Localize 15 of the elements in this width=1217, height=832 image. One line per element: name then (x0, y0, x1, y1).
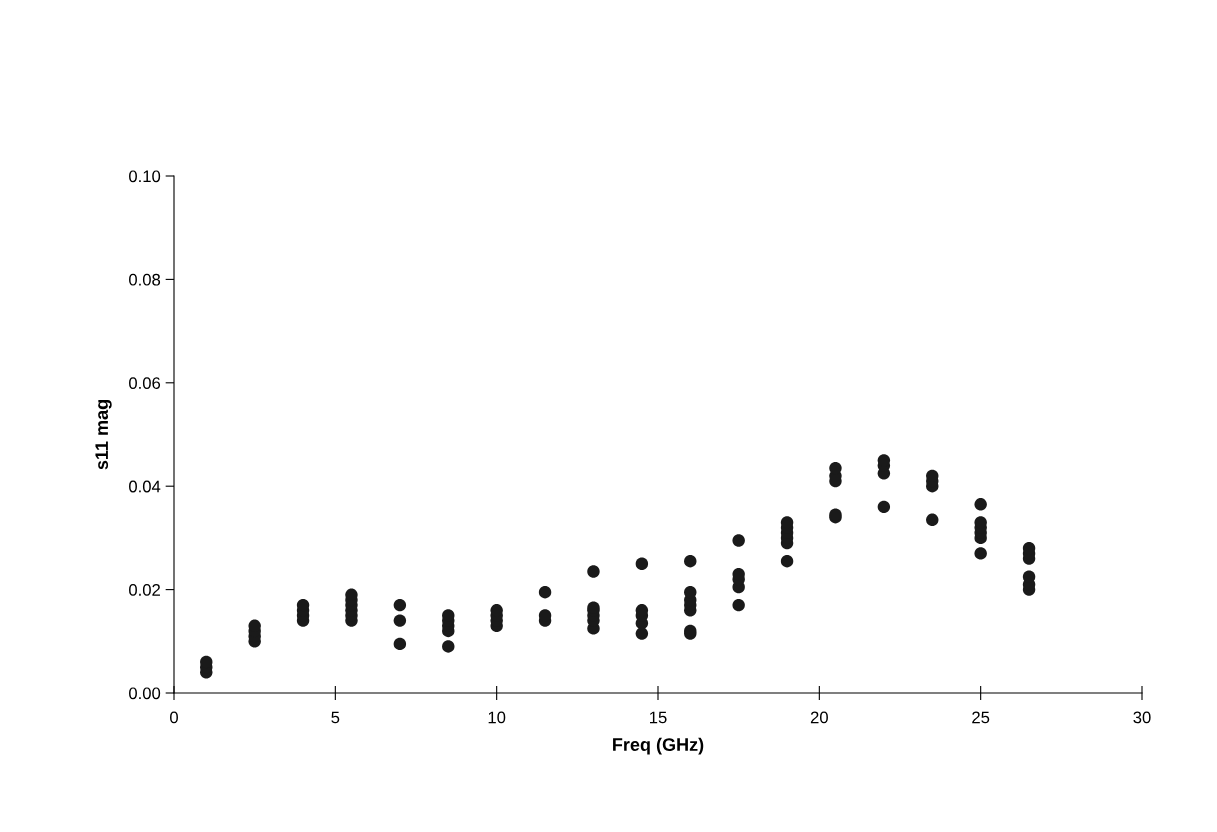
x-tick-label: 20 (810, 711, 828, 724)
x-axis-title: Freq (GHz) (613, 737, 704, 755)
y-tick-label: 0.00 (129, 687, 161, 700)
x-tick-label: 5 (331, 711, 340, 724)
y-axis-title: s11 mag (95, 400, 112, 470)
y-tick-label: 0.10 (129, 170, 161, 183)
y-tick-label: 0.06 (129, 377, 161, 389)
x-tick-label: 0 (170, 711, 178, 724)
x-tick-label: 10 (488, 711, 506, 724)
y-tick-label: 0.02 (129, 584, 160, 596)
x-tick-label: 30 (1133, 711, 1151, 724)
x-tick-label: 25 (972, 711, 990, 724)
y-tick-label: 0.08 (129, 273, 161, 286)
x-tick-label: 15 (650, 711, 667, 724)
y-tick-label: 0.04 (129, 480, 161, 493)
